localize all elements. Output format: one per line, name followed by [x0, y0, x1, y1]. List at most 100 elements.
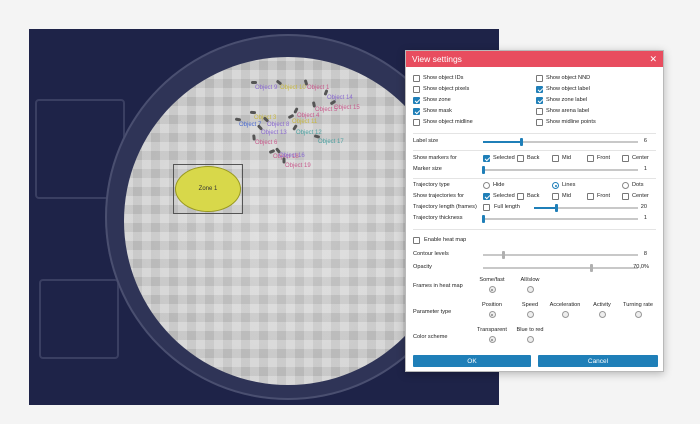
full-length-checkbox[interactable]	[483, 204, 490, 211]
full-length-label: Full length	[494, 204, 520, 210]
object-label: Object 5	[315, 107, 338, 113]
object-label: Object 4	[297, 113, 320, 119]
marker-checkbox[interactable]	[587, 155, 594, 162]
marker-checkbox[interactable]	[483, 155, 490, 162]
separator	[413, 229, 656, 230]
object-label: Object 19	[285, 163, 311, 169]
trajectory-length-slider[interactable]	[534, 203, 638, 212]
trajectory-thickness-slider[interactable]	[481, 214, 638, 223]
object-label: Object 18	[273, 154, 299, 160]
trajectory-type-label: Hide	[493, 182, 505, 188]
marker-checkbox[interactable]	[517, 155, 524, 162]
toggle-checkbox[interactable]	[413, 86, 420, 93]
marker-label: Selected	[493, 155, 515, 161]
parameter-radio[interactable]	[561, 311, 569, 318]
trajectory-length-label: Trajectory length (frames)	[413, 204, 477, 210]
enable-heat-map-checkbox[interactable]	[413, 237, 420, 244]
object-label: Object 7	[239, 122, 262, 128]
parameter-radio[interactable]	[526, 311, 534, 318]
close-icon[interactable]: ✕	[649, 53, 657, 64]
marker-label: Mid	[562, 155, 572, 161]
parameter-label: Activity	[593, 302, 611, 308]
trajectory-for-checkbox[interactable]	[483, 193, 490, 200]
trajectory-for-checkbox[interactable]	[587, 193, 594, 200]
trajectory-type-label: Lines	[562, 182, 576, 188]
toggle-checkbox[interactable]	[413, 108, 420, 115]
separator	[413, 150, 656, 151]
parameter-label: Speed	[521, 302, 539, 308]
rig-frame-bottom-left	[39, 279, 119, 359]
object-label: Object 17	[318, 139, 344, 145]
ok-button[interactable]: OK	[413, 355, 531, 367]
toggle-checkbox[interactable]	[413, 97, 420, 104]
toggle-checkbox[interactable]	[536, 75, 543, 82]
marker-size-value: 1	[643, 166, 647, 172]
toggle-label: Show zone	[423, 97, 451, 103]
frames-label: All/slow	[520, 277, 540, 283]
trajectory-thickness-label: Trajectory thickness	[413, 215, 463, 221]
zone-label: Zone 1	[198, 186, 218, 192]
toggle-checkbox[interactable]	[536, 86, 543, 93]
zone-1[interactable]: Zone 1	[175, 166, 241, 212]
marker-checkbox[interactable]	[622, 155, 629, 162]
toggle-label: Show object label	[546, 86, 590, 92]
zone-selection-box[interactable]	[173, 164, 243, 214]
fly-marker[interactable]	[249, 110, 257, 115]
color-scheme-radio[interactable]	[488, 336, 496, 343]
frames-radio[interactable]	[526, 286, 534, 293]
parameter-radio[interactable]	[598, 311, 606, 318]
trajectory-type-radio[interactable]	[483, 182, 490, 189]
parameter-radio[interactable]	[488, 311, 496, 318]
toggle-label: Show mask	[423, 108, 452, 114]
object-label: Object 10	[280, 85, 306, 91]
trajectory-for-checkbox[interactable]	[552, 193, 559, 200]
label-size-value: 6	[643, 138, 647, 144]
parameter-radio[interactable]	[634, 311, 642, 318]
marker-checkbox[interactable]	[552, 155, 559, 162]
toggle-label: Show zone label	[546, 97, 588, 103]
object-label: Object 8	[267, 122, 290, 128]
color-scheme-radio[interactable]	[526, 336, 534, 343]
label-size-slider[interactable]	[483, 137, 638, 146]
arena-dish	[124, 57, 452, 385]
toggle-label: Show midline points	[546, 119, 596, 125]
toggle-checkbox[interactable]	[536, 97, 543, 104]
toggle-label: Show object pixels	[423, 86, 470, 92]
marker-size-slider[interactable]	[481, 165, 638, 174]
cancel-button[interactable]: Cancel	[538, 355, 658, 367]
color-scheme-label: Color scheme	[413, 334, 448, 340]
trajectory-for-checkbox[interactable]	[622, 193, 629, 200]
toggle-checkbox[interactable]	[536, 108, 543, 115]
trajectory-for-label: Mid	[562, 193, 572, 199]
color-scheme-label: Blue to red	[516, 327, 544, 333]
color-scheme-label: Transparent	[477, 327, 507, 333]
fly-marker[interactable]	[251, 81, 257, 84]
opacity-value: 70,0%	[633, 264, 649, 270]
trajectory-type-radio[interactable]	[552, 182, 559, 189]
frames-heat-map-label: Frames in heat map	[413, 283, 463, 289]
trajectory-for-label: Front	[597, 193, 611, 199]
frames-radio[interactable]	[488, 286, 496, 293]
dialog-titlebar: View settings ✕	[406, 51, 663, 67]
marker-label: Back	[527, 155, 540, 161]
object-label: Object 6	[255, 140, 278, 146]
view-settings-dialog: View settings ✕ Label size 6 Show marker…	[405, 50, 664, 372]
trajectory-type-label: Trajectory type	[413, 182, 450, 188]
object-label: Object 13	[261, 130, 287, 136]
parameter-label: Position	[482, 302, 502, 308]
trajectory-for-checkbox[interactable]	[517, 193, 524, 200]
trajectory-type-radio[interactable]	[622, 182, 629, 189]
object-label: Object 1	[307, 85, 330, 91]
contour-levels-slider[interactable]	[483, 250, 638, 259]
separator	[413, 178, 656, 179]
show-markers-label: Show markers for	[413, 155, 457, 161]
opacity-slider[interactable]	[483, 263, 638, 272]
toggle-checkbox[interactable]	[536, 119, 543, 126]
trajectory-type-label: Dots	[632, 182, 644, 188]
toggle-label: Show object midline	[423, 119, 473, 125]
toggle-checkbox[interactable]	[413, 119, 420, 126]
contour-levels-label: Contour levels	[413, 251, 449, 257]
object-label: Object 12	[296, 130, 322, 136]
toggle-checkbox[interactable]	[413, 75, 420, 82]
object-label: Object 14	[327, 95, 353, 101]
